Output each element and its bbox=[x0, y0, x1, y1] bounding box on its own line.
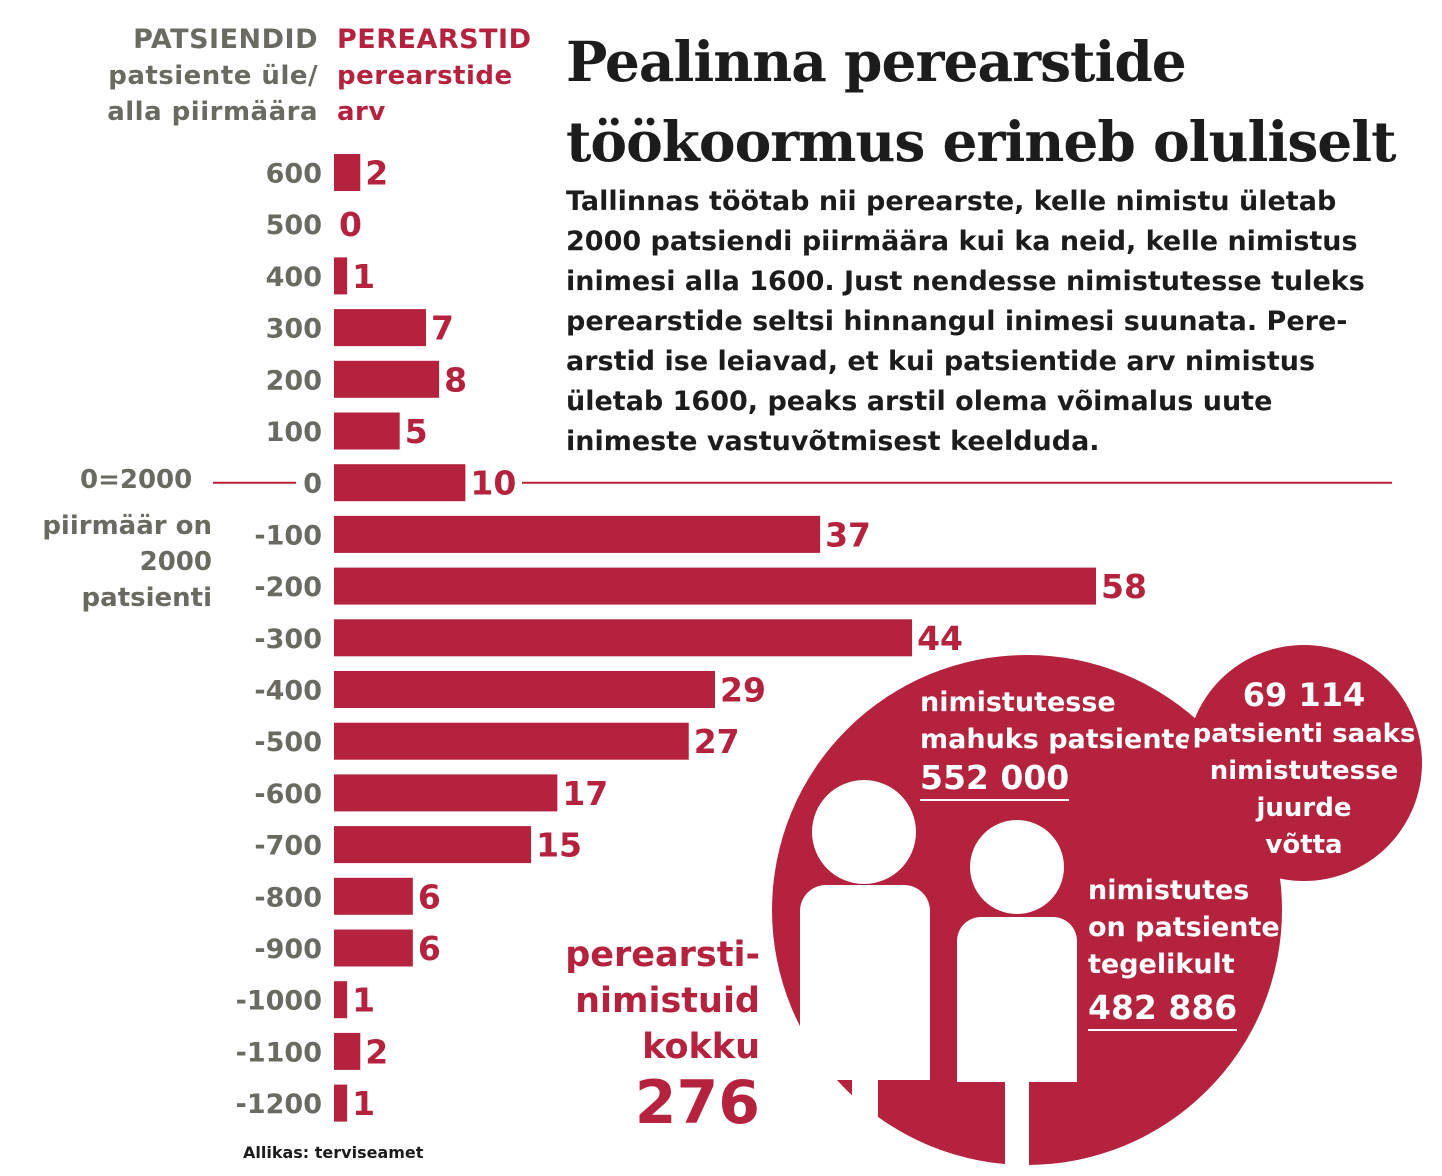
bar bbox=[334, 1032, 361, 1070]
bar-value-label: 29 bbox=[720, 671, 766, 710]
doctors-header: PEREARSTID perearstide arv bbox=[337, 22, 537, 130]
y-tick-label: 100 bbox=[266, 417, 322, 448]
source-note: Allikas: terviseamet bbox=[243, 1143, 424, 1162]
bar-value-label: 44 bbox=[917, 619, 963, 658]
extra-circle bbox=[1186, 645, 1422, 881]
bar-value-label: 2 bbox=[365, 1032, 388, 1071]
total-value: 276 bbox=[634, 1068, 760, 1138]
person-1-head-icon bbox=[812, 780, 916, 884]
bar bbox=[334, 619, 913, 657]
y-tick-label: -400 bbox=[254, 676, 322, 707]
y-tick-label: 500 bbox=[266, 210, 322, 241]
bar-value-label: 58 bbox=[1101, 567, 1147, 606]
y-tick-label: -1100 bbox=[236, 1037, 322, 1068]
person-2-head-icon bbox=[970, 820, 1064, 914]
extra-caption: patsienti saaks nimistutesse juurde võtt… bbox=[1186, 716, 1422, 864]
capacity-value: 552 000 bbox=[920, 758, 1070, 801]
zero-line-label: 0=2000 bbox=[80, 465, 193, 495]
page-title: Pealinna perearstide töökoormus erineb o… bbox=[566, 22, 1426, 182]
y-tick-label: 0 bbox=[303, 469, 322, 500]
bar bbox=[334, 774, 558, 812]
bar-value-label: 1 bbox=[352, 1084, 375, 1123]
bar-value-label: 17 bbox=[562, 774, 608, 813]
extra-caption-4: võtta bbox=[1265, 830, 1343, 860]
y-tick-label: -600 bbox=[254, 779, 322, 810]
bar bbox=[334, 981, 348, 1019]
bar-value-label: 8 bbox=[444, 360, 467, 399]
actual-caption-1: nimistutes bbox=[1088, 875, 1250, 906]
person-2-body-icon bbox=[957, 917, 1077, 1082]
bar bbox=[334, 309, 426, 347]
person-1-body-icon bbox=[800, 885, 930, 1080]
bar-value-label: 37 bbox=[825, 515, 871, 554]
bar-value-label: 6 bbox=[418, 877, 441, 916]
bar-value-label: 5 bbox=[405, 412, 428, 451]
bar bbox=[334, 154, 361, 191]
total-caption-1: perearsti- bbox=[565, 935, 760, 975]
bar bbox=[334, 360, 440, 398]
actual-caption-3: tegelikult bbox=[1088, 949, 1235, 980]
bar-value-label: 15 bbox=[536, 826, 582, 865]
extra-caption-1: patsienti saaks bbox=[1192, 719, 1416, 749]
bar-value-label: 10 bbox=[470, 464, 516, 503]
intro-paragraph: Tallinnas töötab nii perearste, kelle ni… bbox=[566, 186, 1365, 457]
doctors-header-sub-1: perearstide bbox=[337, 61, 513, 91]
bar bbox=[334, 722, 689, 760]
y-tick-label: 200 bbox=[266, 365, 322, 396]
bar-value-label: 27 bbox=[694, 722, 740, 761]
actual-caption: nimistutes on patsiente tegelikult bbox=[1088, 872, 1280, 983]
capacity-caption: nimistutesse mahuks patsiente bbox=[920, 684, 1193, 758]
patients-header: PATSIENDID patsiente üle/ alla piirmäära bbox=[100, 22, 318, 130]
page-title-line-2: töökoormus erineb oluliselt bbox=[566, 109, 1397, 174]
bar bbox=[334, 257, 348, 295]
person-1-leg-icon bbox=[852, 1070, 878, 1160]
limit-note: piirmäär on 2000 patsienti bbox=[42, 511, 212, 613]
bar-value-label: 1 bbox=[352, 257, 375, 296]
bar bbox=[334, 929, 413, 967]
doctors-header-title: PEREARSTID bbox=[337, 24, 532, 55]
bar bbox=[334, 671, 715, 708]
bar-value-label: 7 bbox=[431, 309, 454, 348]
y-tick-label: -500 bbox=[254, 727, 322, 758]
extra-value: 69 114 bbox=[1242, 676, 1366, 714]
total-caption-3: kokku bbox=[642, 1027, 760, 1067]
bar bbox=[334, 826, 532, 864]
extra-caption-2: nimistutesse bbox=[1209, 756, 1399, 786]
extra-caption-3: juurde bbox=[1256, 793, 1352, 823]
doctors-header-sub-2: arv bbox=[337, 97, 386, 127]
bar bbox=[334, 412, 400, 450]
total-caption-2: nimistuid bbox=[575, 981, 760, 1021]
bar-value-label: 1 bbox=[352, 981, 375, 1020]
y-tick-label: -300 bbox=[254, 624, 322, 655]
bar bbox=[334, 567, 1096, 605]
bar bbox=[334, 464, 466, 502]
y-tick-label: -800 bbox=[254, 882, 322, 913]
patients-header-sub-1: patsiente üle/ bbox=[108, 61, 318, 91]
y-tick-label: 400 bbox=[266, 262, 322, 293]
patients-header-title: PATSIENDID bbox=[133, 24, 318, 55]
y-tick-label: -100 bbox=[254, 520, 322, 551]
capacity-caption-1: nimistutesse bbox=[920, 687, 1116, 718]
bar bbox=[334, 877, 413, 915]
page-title-line-1: Pealinna perearstide bbox=[566, 29, 1187, 94]
actual-value: 482 886 bbox=[1088, 988, 1238, 1031]
total-caption: perearsti- nimistuid kokku bbox=[560, 932, 760, 1070]
y-tick-label: 600 bbox=[266, 159, 322, 190]
bar-value-label: 0 bbox=[339, 205, 362, 244]
bar bbox=[334, 1084, 348, 1122]
bar bbox=[334, 515, 821, 553]
patients-header-sub-2: alla piirmäära bbox=[107, 97, 318, 127]
person-2-leg-icon bbox=[1005, 1075, 1029, 1165]
y-tick-label: -1200 bbox=[236, 1089, 322, 1120]
y-tick-label: -700 bbox=[254, 831, 322, 862]
y-tick-label: 300 bbox=[266, 314, 322, 345]
y-tick-label: -900 bbox=[254, 934, 322, 965]
bar-value-label: 2 bbox=[365, 154, 388, 193]
y-tick-label: -200 bbox=[254, 572, 322, 603]
capacity-caption-2: mahuks patsiente bbox=[920, 724, 1193, 755]
actual-caption-2: on patsiente bbox=[1088, 912, 1280, 943]
bar-value-label: 6 bbox=[418, 929, 441, 968]
y-tick-label: -1000 bbox=[236, 986, 322, 1017]
